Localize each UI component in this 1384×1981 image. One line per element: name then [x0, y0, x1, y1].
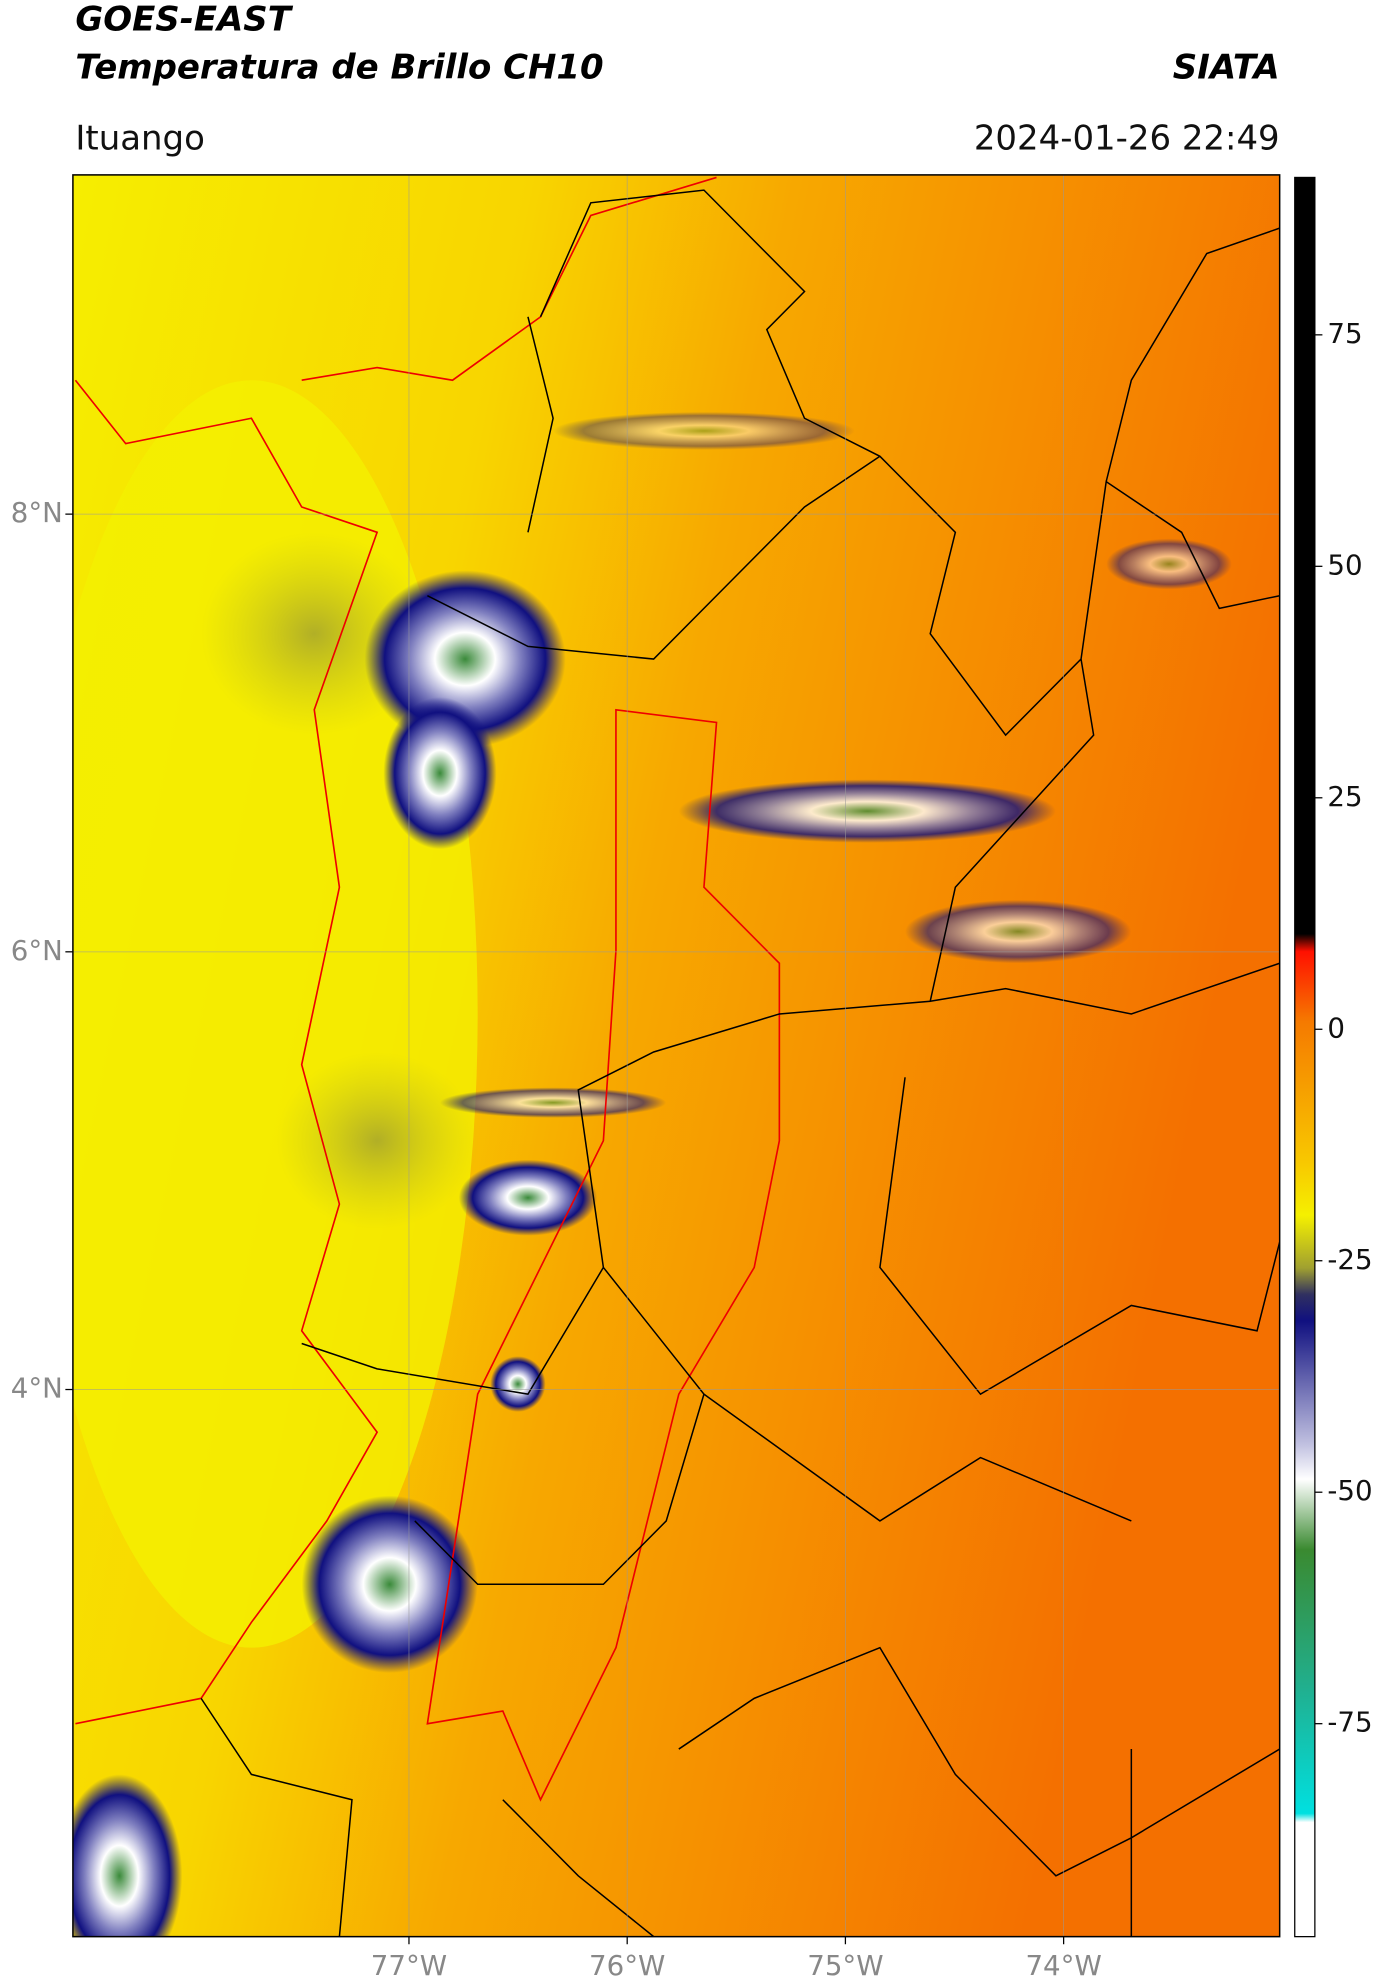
lat-label: 4°N [11, 1371, 63, 1404]
lat-label: 6°N [11, 934, 63, 967]
map-frame [72, 174, 1281, 1938]
colorbar-label: 25 [1327, 780, 1362, 813]
lat-label: 8°N [11, 496, 63, 529]
colorbar-label: 75 [1327, 317, 1362, 350]
location: Ituango [75, 118, 204, 158]
agency: SIATA [1173, 47, 1280, 87]
map-image [72, 174, 1280, 1937]
lon-label: 76°W [589, 1949, 665, 1981]
colorbar-label: -75 [1327, 1706, 1372, 1739]
grid [72, 174, 1280, 1937]
colorbar-label: -50 [1327, 1474, 1372, 1507]
colorbar-label: 0 [1327, 1011, 1345, 1044]
product: Temperatura de Brillo CH10 [75, 47, 603, 87]
satellite: GOES-EAST [75, 0, 293, 39]
colorbar [1294, 176, 1316, 1938]
lon-label: 77°W [371, 1949, 447, 1981]
colorbar-label: -25 [1327, 1243, 1372, 1276]
lon-label: 74°W [1025, 1949, 1101, 1981]
colorbar-label: 50 [1327, 548, 1362, 581]
lon-label: 75°W [807, 1949, 883, 1981]
datetime: 2024-01-26 22:49 [974, 118, 1280, 158]
